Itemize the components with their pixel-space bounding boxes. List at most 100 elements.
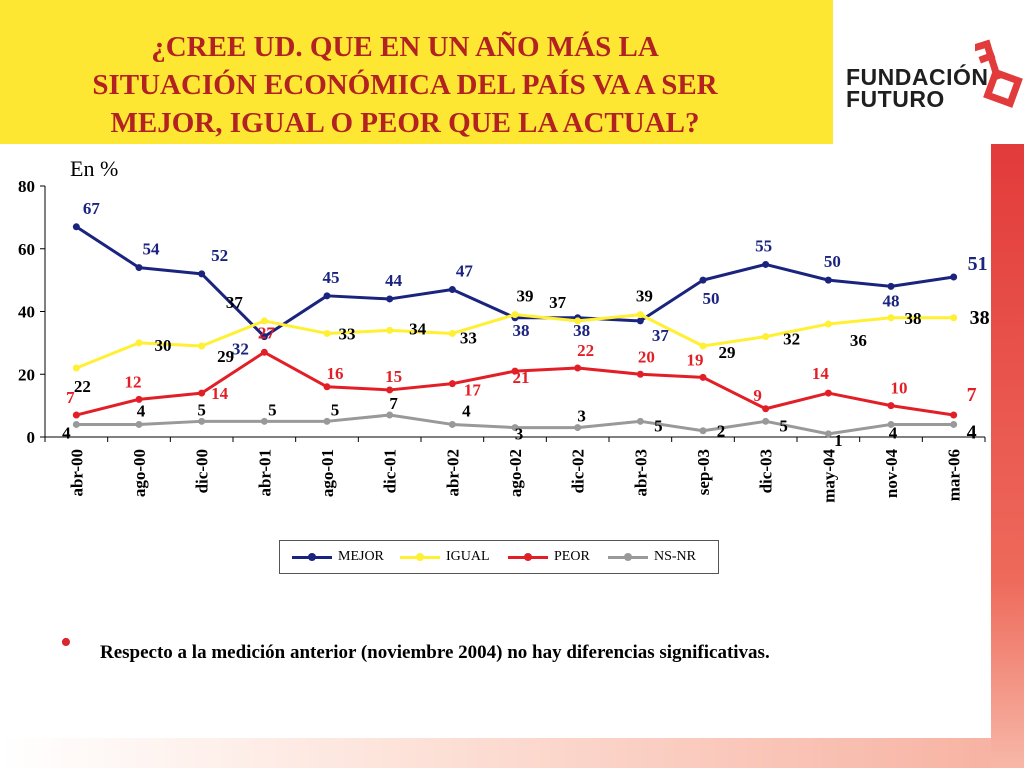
point-ns-nr — [260, 417, 268, 425]
data-label-peor: 20 — [638, 347, 655, 366]
point-peor — [699, 373, 707, 381]
data-label-igual: 33 — [339, 324, 356, 343]
point-mejor — [386, 295, 394, 303]
data-label-ns-nr: 4 — [137, 401, 146, 420]
point-mejor — [887, 282, 895, 290]
point-peor — [887, 402, 895, 410]
point-peor — [135, 395, 143, 403]
x-tick-label: mar-06 — [945, 449, 964, 501]
x-tick-label: dic-02 — [569, 449, 588, 493]
point-mejor — [323, 292, 331, 300]
point-ns-nr — [824, 430, 832, 438]
title-banner: ¿CREE UD. QUE EN UN AÑO MÁS LA SITUACIÓN… — [0, 0, 833, 144]
point-mejor — [762, 260, 770, 268]
point-ns-nr — [386, 411, 394, 419]
point-ns-nr — [950, 420, 958, 428]
point-ns-nr — [511, 424, 519, 432]
data-label-peor: 27 — [258, 323, 276, 342]
data-label-ns-nr: 5 — [654, 416, 663, 435]
data-label-ns-nr: 7 — [389, 394, 398, 413]
title-line-2: SITUACIÓN ECONÓMICA DEL PAÍS VA A SER — [92, 69, 718, 101]
data-label-mejor: 38 — [513, 321, 530, 340]
data-label-peor: 14 — [211, 384, 229, 403]
data-label-ns-nr: 2 — [717, 422, 726, 441]
data-label-igual: 38 — [970, 307, 990, 329]
data-label-mejor: 38 — [573, 321, 590, 340]
page-title: ¿CREE UD. QUE EN UN AÑO MÁS LA SITUACIÓN… — [10, 28, 800, 142]
point-peor — [448, 380, 456, 388]
data-label-peor: 19 — [687, 350, 704, 369]
point-igual — [198, 342, 206, 350]
legend-label-igual: IGUAL — [446, 549, 490, 564]
x-tick-label: ago-00 — [130, 449, 149, 497]
point-igual — [950, 314, 958, 322]
data-label-mejor: 32 — [232, 340, 249, 359]
data-label-igual: 29 — [217, 347, 234, 366]
data-label-igual: 39 — [517, 287, 534, 306]
data-label-ns-nr: 3 — [577, 407, 586, 426]
data-label-mejor: 37 — [652, 326, 670, 345]
point-peor — [950, 411, 958, 419]
data-label-igual: 39 — [636, 287, 653, 306]
x-tick-label: abr-00 — [67, 449, 86, 497]
point-peor — [260, 348, 268, 356]
data-label-mejor: 52 — [211, 246, 228, 265]
x-tick-label: abr-02 — [443, 449, 462, 497]
data-label-ns-nr: 5 — [779, 416, 788, 435]
data-label-ns-nr: 5 — [331, 400, 340, 419]
data-label-mejor: 55 — [755, 236, 772, 255]
point-mejor — [260, 333, 268, 341]
legend-label-peor: PEOR — [554, 549, 590, 564]
fundacion-futuro-logo: FUNDACIÓN FUTURO — [843, 36, 1023, 116]
data-label-ns-nr: 4 — [967, 421, 977, 443]
x-tick-label: nov-04 — [882, 449, 901, 499]
legend-label-nsnr: NS-NR — [654, 549, 697, 564]
data-label-mejor: 67 — [83, 199, 101, 218]
x-tick-label: may-04 — [819, 449, 838, 503]
footnote: Respecto a la medición anterior (noviemb… — [100, 642, 770, 663]
data-label-peor: 16 — [327, 364, 344, 383]
point-ns-nr — [887, 420, 895, 428]
x-tick-label: sep-03 — [694, 449, 713, 495]
data-label-mejor: 44 — [385, 271, 403, 290]
point-igual — [448, 329, 456, 337]
bullet-icon: • — [60, 624, 72, 661]
point-ns-nr — [72, 420, 80, 428]
point-igual — [511, 311, 519, 319]
point-igual — [72, 364, 80, 372]
point-ns-nr — [448, 420, 456, 428]
point-peor — [636, 370, 644, 378]
data-label-peor: 7 — [967, 384, 977, 406]
data-label-peor: 17 — [464, 381, 482, 400]
data-label-peor: 15 — [385, 367, 402, 386]
point-mejor — [135, 264, 143, 272]
data-label-peor: 9 — [753, 386, 762, 405]
data-label-mejor: 54 — [143, 240, 161, 259]
logo-line-2: FUTURO — [846, 86, 945, 112]
point-ns-nr — [135, 420, 143, 428]
data-label-mejor: 48 — [883, 291, 900, 310]
data-label-ns-nr: 4 — [462, 401, 471, 420]
key-icon — [975, 39, 1023, 108]
point-ns-nr — [762, 417, 770, 425]
data-label-ns-nr: 1 — [834, 431, 843, 450]
data-label-igual: 38 — [905, 309, 922, 328]
data-label-igual: 34 — [409, 319, 427, 338]
point-igual — [260, 317, 268, 325]
point-peor — [386, 386, 394, 394]
point-igual — [699, 342, 707, 350]
data-label-igual: 30 — [155, 336, 172, 355]
x-tick-label: ago-02 — [506, 449, 525, 497]
point-igual — [386, 326, 394, 334]
point-mejor — [198, 270, 206, 278]
point-mejor — [824, 276, 832, 284]
y-tick-label: 40 — [18, 303, 35, 322]
data-label-ns-nr: 4 — [62, 423, 71, 442]
y-tick-label: 80 — [18, 177, 35, 196]
data-label-mejor: 50 — [824, 252, 841, 271]
legend-marker-peor — [524, 553, 532, 561]
data-label-ns-nr: 5 — [197, 400, 206, 419]
point-igual — [574, 317, 582, 325]
point-igual — [887, 314, 895, 322]
unit-label: En % — [70, 156, 119, 181]
